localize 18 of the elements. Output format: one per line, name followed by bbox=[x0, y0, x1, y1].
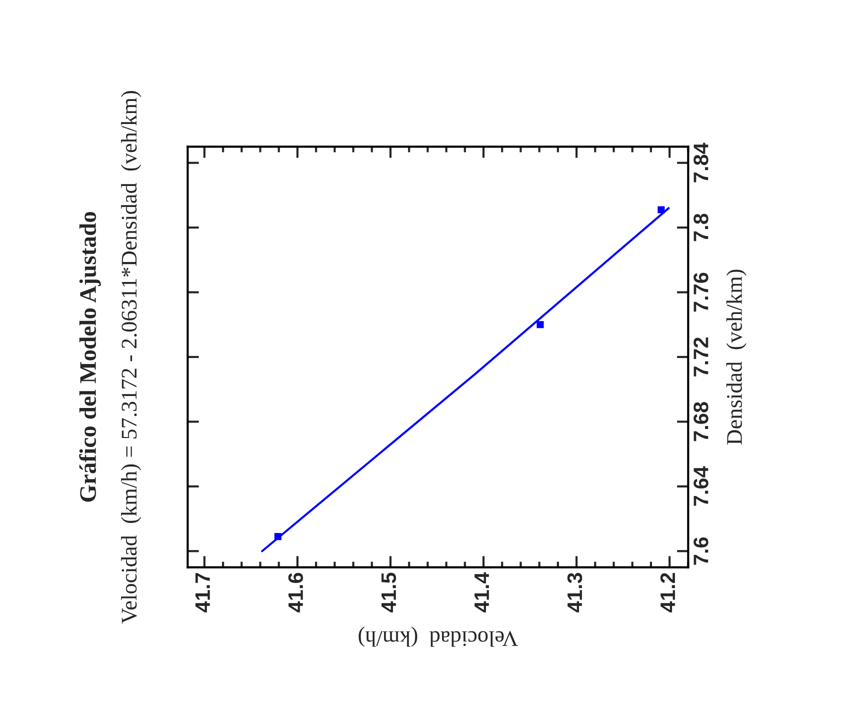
point bbox=[536, 321, 544, 328]
x-tick-label: 41.6 bbox=[288, 572, 304, 612]
y-tick-label: 7.6 bbox=[694, 537, 708, 565]
x-tick-label: 41.5 bbox=[382, 572, 396, 612]
x-tick-label: 41.4 bbox=[474, 572, 489, 612]
y-tick-label: 7.64 bbox=[694, 466, 708, 506]
x-tick-label: 41.3 bbox=[567, 572, 582, 612]
x-axis-title: Velocidad (km/h) bbox=[358, 626, 518, 647]
y-tick-label: 7.84 bbox=[694, 142, 708, 182]
y-axis-title: Densidad (veh/km) bbox=[726, 270, 746, 445]
text: Velocidad (km/h) = 57.3172 - 2.06311*Densidad (veh/km) bbox=[121, 91, 142, 624]
x-tick-label: 41.2 bbox=[660, 572, 675, 612]
x-tick-label: 41.7 bbox=[195, 573, 210, 612]
text: Gráfico del Modelo Ajustado bbox=[79, 212, 101, 502]
y-tick-label: 7.76 bbox=[694, 272, 708, 312]
y-tick-label: 7.72 bbox=[694, 338, 708, 376]
y-tick-label: 7.8 bbox=[694, 214, 708, 242]
y-tick-label: 7.68 bbox=[694, 402, 708, 442]
